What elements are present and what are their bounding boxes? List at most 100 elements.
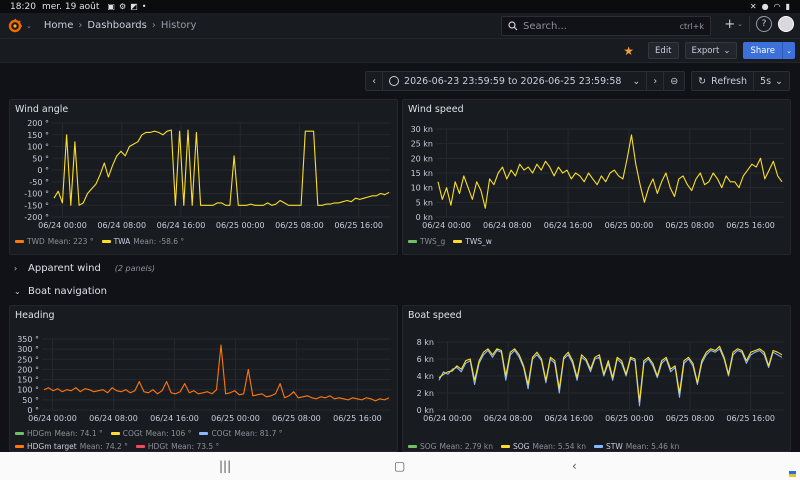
panel-boat-speed[interactable]: 8 kn 6 kn 4 kn 2 kn 0 kn 06/24 00:00 06/24 08:… bbox=[402, 305, 791, 452]
legend-item[interactable]: COGt Mean: 106 ° bbox=[110, 429, 191, 438]
status-time: 18:20 bbox=[10, 1, 36, 12]
series-line-tws-w[interactable] bbox=[437, 134, 783, 209]
series-line-sog[interactable] bbox=[438, 345, 783, 403]
x-tick-label: 06/25 00:00 bbox=[211, 414, 260, 423]
y-tick-label: 100 ° bbox=[27, 143, 49, 152]
y-tick-label: 0 kn bbox=[417, 406, 434, 415]
legend-stat: Mean: 74.2 ° bbox=[79, 442, 128, 451]
legend-item[interactable]: SOG Mean: 2.79 kn bbox=[408, 442, 493, 451]
panel-title: Wind angle bbox=[15, 104, 69, 115]
refresh-interval: 5s bbox=[760, 75, 772, 87]
recents-icon[interactable]: ||| bbox=[219, 459, 232, 473]
chevron-right-icon: › bbox=[151, 20, 156, 31]
zoom-out-icon[interactable]: ⊖ bbox=[670, 75, 679, 87]
y-tick-label: 15 kn bbox=[411, 169, 433, 178]
x-tick-label: 06/25 08:00 bbox=[272, 414, 321, 423]
edit-button[interactable]: Edit bbox=[648, 42, 679, 59]
y-tick-label: 350 ° bbox=[17, 335, 39, 344]
refresh-button[interactable]: ↻ Refresh bbox=[692, 72, 755, 90]
time-range-picker[interactable]: 2026-06-23 23:59:59 to 2026-06-25 23:59:… bbox=[383, 72, 648, 90]
dashboard-toolbar: ★ Edit Export ⌄ Share ⌄ bbox=[0, 39, 800, 63]
legend-swatch bbox=[453, 240, 463, 243]
status-date: mer. 19 août bbox=[41, 1, 100, 12]
legend-series-name: HDGm target bbox=[27, 442, 77, 451]
series-line-twa[interactable] bbox=[53, 129, 390, 206]
panel-wind-angle[interactable]: 200 ° 150 ° 100 ° 50 ° 0 ° -50 ° -100 ° -150 ° -… bbox=[9, 99, 398, 255]
legend-series-name: TWS_w bbox=[465, 237, 492, 246]
help-icon[interactable]: ? bbox=[756, 16, 772, 32]
panel-title: Heading bbox=[15, 310, 55, 321]
y-tick-label: 20 kn bbox=[411, 154, 433, 163]
legend-item[interactable]: SOG Mean: 5.54 kn bbox=[501, 442, 586, 451]
avatar[interactable] bbox=[778, 16, 794, 32]
x-tick-label: 06/24 00:00 bbox=[422, 221, 471, 230]
export-button[interactable]: Export ⌄ bbox=[684, 42, 738, 59]
time-forward-icon[interactable]: › bbox=[647, 72, 665, 90]
legend-item[interactable]: COGt Mean: 81.7 ° bbox=[199, 429, 283, 438]
row-title: Boat navigation bbox=[28, 286, 107, 297]
back-icon[interactable]: ‹ bbox=[572, 459, 577, 473]
legend-item[interactable]: HDGm Mean: 74.1 ° bbox=[15, 429, 103, 438]
time-back-icon[interactable]: ‹ bbox=[366, 72, 384, 90]
panel-legend: HDGm Mean: 74.1 ° COGt Mean: 106 ° COGt Mean:… bbox=[15, 429, 315, 451]
y-tick-label: 50 ° bbox=[32, 154, 49, 163]
legend-item[interactable]: HDGt Mean: 73.5 ° bbox=[135, 442, 220, 451]
x-tick-label: 06/25 16:00 bbox=[726, 414, 775, 423]
row-boat-navigation[interactable]: ⌄ Boat navigation bbox=[14, 286, 107, 297]
legend-series-name: STW bbox=[606, 442, 623, 451]
home-icon[interactable]: ▢ bbox=[394, 459, 406, 473]
y-tick-label: 200 ° bbox=[27, 119, 49, 128]
panel-title: Wind speed bbox=[408, 104, 464, 115]
location-icon: ● bbox=[761, 2, 769, 11]
y-tick-label: 50 ° bbox=[22, 396, 39, 405]
legend-stat: Mean: 73.5 ° bbox=[171, 442, 220, 451]
x-tick-label: 06/25 08:00 bbox=[666, 414, 715, 423]
legend-series-name: COGt bbox=[211, 429, 232, 438]
legend-swatch bbox=[501, 445, 511, 448]
y-tick-label: -200 ° bbox=[24, 213, 49, 222]
search-box[interactable]: ctrl+k bbox=[501, 16, 711, 36]
wifi-icon: ◠ bbox=[773, 2, 781, 11]
panel-wind-speed[interactable]: 30 kn 25 kn 20 kn 15 kn 10 kn 5 kn 0 kn 06/24 0… bbox=[402, 99, 791, 255]
chart-svg[interactable]: 350 °300 °250 °200 °150 °100 °50 °0 °06/… bbox=[10, 306, 399, 453]
x-tick-label: 06/24 00:00 bbox=[28, 414, 77, 423]
legend-swatch bbox=[408, 445, 417, 448]
share-dropdown-icon[interactable]: ⌄ bbox=[782, 42, 795, 59]
legend-item[interactable]: TWS_g bbox=[408, 237, 445, 246]
legend-swatch bbox=[110, 432, 120, 435]
breadcrumb-home[interactable]: Home bbox=[43, 20, 74, 31]
refresh-interval-picker[interactable]: 5s ⌄ bbox=[754, 72, 789, 90]
legend-item[interactable]: HDGm target Mean: 74.2 ° bbox=[15, 442, 128, 451]
series-line-stw[interactable] bbox=[438, 348, 783, 407]
refresh-icon: ↻ bbox=[698, 75, 707, 87]
x-tick-label: 06/24 16:00 bbox=[544, 414, 593, 423]
legend-item[interactable]: TWS_w bbox=[453, 237, 492, 246]
settings-notification-icon: ⚙ bbox=[118, 2, 127, 11]
clock-icon bbox=[389, 76, 400, 86]
x-tick-label: 06/24 00:00 bbox=[38, 221, 87, 230]
x-tick-label: 06/24 08:00 bbox=[484, 414, 533, 423]
breadcrumb-dashboards[interactable]: Dashboards bbox=[87, 20, 147, 31]
y-tick-label: 300 ° bbox=[17, 345, 39, 354]
legend-item[interactable]: TWA Mean: -58.6 ° bbox=[101, 237, 184, 246]
panel-heading[interactable]: 350 ° 300 ° 250 ° 200 ° 150 ° 100 ° 50 ° 0 ° 06/… bbox=[9, 305, 398, 452]
grafana-logo-icon[interactable] bbox=[6, 17, 24, 35]
x-tick-label: 06/24 16:00 bbox=[157, 221, 206, 230]
chart-svg[interactable]: 200 ° 150 ° 100 ° 50 ° 0 ° -50 ° -100 ° -150 ° -… bbox=[10, 100, 399, 256]
series-line-hdgm-target[interactable] bbox=[43, 344, 390, 402]
chevron-down-icon[interactable]: ⌄ bbox=[26, 21, 32, 30]
row-apparent-wind[interactable]: › Apparent wind (2 panels) bbox=[14, 263, 155, 274]
share-button[interactable]: Share bbox=[743, 42, 782, 59]
search-input[interactable] bbox=[523, 20, 680, 32]
legend-item[interactable]: TWD Mean: 223 ° bbox=[15, 237, 94, 246]
star-icon[interactable]: ★ bbox=[623, 43, 635, 58]
legend-series-name: HDGm bbox=[27, 429, 52, 438]
legend-item[interactable]: STW Mean: 5.46 kn bbox=[594, 442, 679, 451]
y-tick-label: 8 kn bbox=[417, 338, 434, 347]
add-new-button[interactable]: + ⌄ bbox=[724, 17, 743, 32]
export-label: Export bbox=[691, 45, 720, 56]
panel-legend: TWS_g TWS_w bbox=[408, 237, 492, 246]
x-tick-label: 06/25 08:00 bbox=[665, 221, 714, 230]
